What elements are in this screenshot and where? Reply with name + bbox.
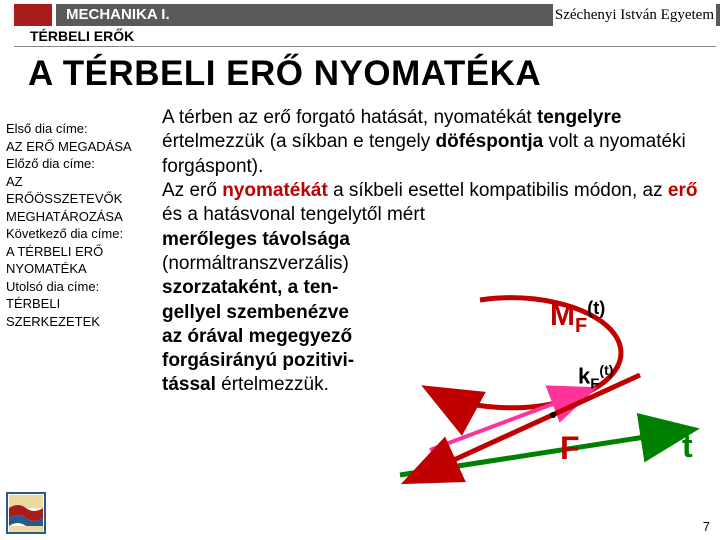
- sidebar-last-value: SZERKEZETEK: [6, 313, 156, 331]
- body-bold: merőleges távolsága: [162, 229, 350, 250]
- t-axis: [400, 430, 690, 475]
- sidebar-nav: Első dia címe: AZ ERŐ MEGADÁSA Előző dia…: [6, 120, 156, 331]
- k-label: kF(t): [578, 362, 613, 393]
- t-label: t: [682, 428, 693, 465]
- sidebar-prev-value: AZ: [6, 173, 156, 191]
- sidebar-first-label: Első dia címe:: [6, 120, 156, 138]
- M-label: MF(t): [550, 298, 605, 338]
- sidebar-prev-value: ERŐÖSSZETEVŐK: [6, 190, 156, 208]
- sidebar-first-value: AZ ERŐ MEGADÁSA: [6, 138, 156, 156]
- sidebar-prev-label: Előző dia címe:: [6, 155, 156, 173]
- header: MECHANIKA I. Széchenyi István Egyetem: [0, 0, 720, 28]
- body-bold: forgásirányú pozitivi-: [162, 350, 354, 371]
- sidebar-prev-value: MEGHATÁROZÁSA: [6, 208, 156, 226]
- header-red-square: [14, 4, 52, 26]
- sidebar-next-value: NYOMATÉKA: [6, 260, 156, 278]
- header-divider: [14, 46, 716, 47]
- body-p1: értelmezzük (a síkban e tengely: [162, 131, 436, 152]
- body-p3: értelmezzük.: [216, 374, 329, 395]
- sidebar-last-value: TÉRBELI: [6, 295, 156, 313]
- university-name: Széchenyi István Egyetem: [553, 4, 716, 26]
- moment-diagram: MF(t) kF(t) F t: [390, 280, 710, 500]
- body-p1: A térben az erő forgató hatását, nyomaté…: [162, 107, 537, 128]
- header-subtitle: TÉRBELI ERŐK: [30, 28, 134, 44]
- page-number: 7: [703, 519, 710, 534]
- sidebar-last-label: Utolsó dia címe:: [6, 278, 156, 296]
- university-logo-icon: [6, 492, 46, 534]
- body-red: nyomatékát: [222, 180, 328, 201]
- body-bold: tással: [162, 374, 216, 395]
- body-bold: az órával megegyező: [162, 326, 352, 347]
- body-p2: Az erő: [162, 180, 222, 201]
- body-p2: a síkbeli esettel kompatibilis módon, az: [328, 180, 668, 201]
- sidebar-next-label: Következő dia címe:: [6, 225, 156, 243]
- body-p3: (normáltranszverzális): [162, 253, 349, 274]
- body-p2: és a hatásvonal tengelytől mért: [162, 204, 425, 225]
- sidebar-next-value: A TÉRBELI ERŐ: [6, 243, 156, 261]
- body-bold: tengelyre: [537, 107, 621, 128]
- body-red: erő: [668, 180, 698, 201]
- intersection-dot: [550, 412, 556, 418]
- body-bold: szorzataként, a ten-: [162, 277, 338, 298]
- page-title: A TÉRBELI ERŐ NYOMATÉKA: [28, 54, 541, 94]
- body-bold: döféspontja: [436, 131, 544, 152]
- F-label: F: [560, 430, 580, 467]
- body-bold: gellyel szembenézve: [162, 302, 349, 323]
